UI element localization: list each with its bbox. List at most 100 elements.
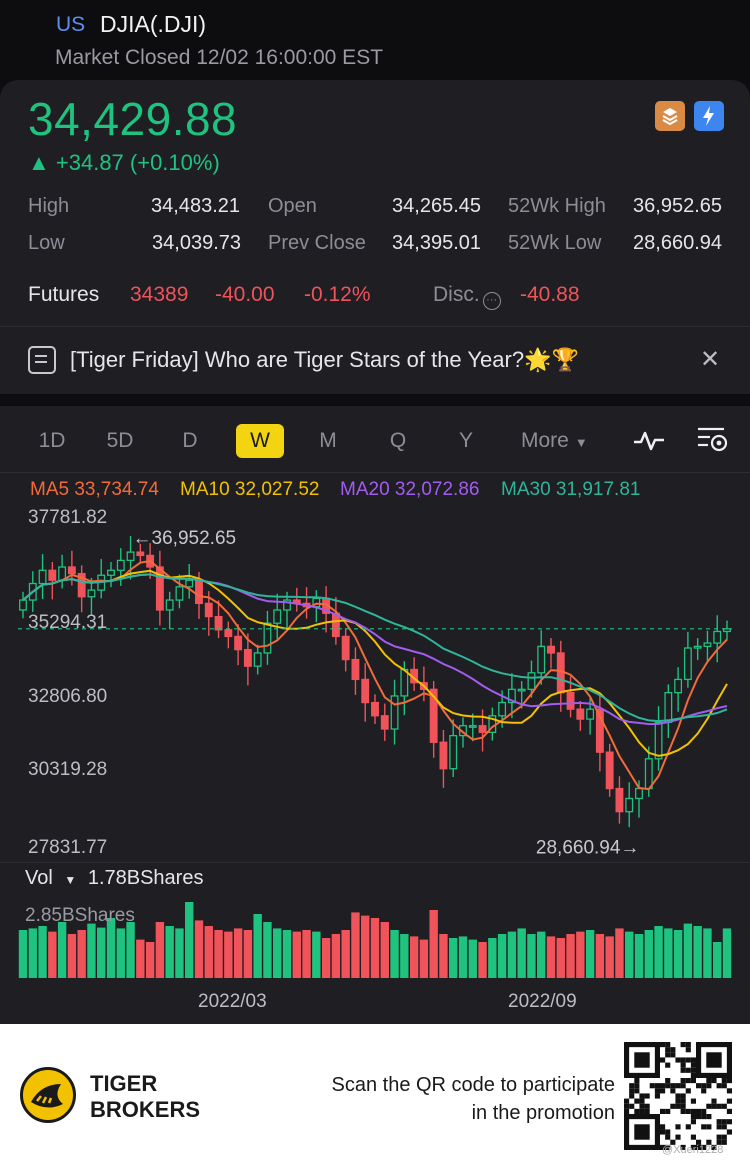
futures-label[interactable]: Futures <box>28 283 100 306</box>
candle <box>48 569 57 581</box>
volume-bar <box>380 922 389 978</box>
tab-w[interactable]: W <box>236 424 284 458</box>
close-icon[interactable]: ✕ <box>700 346 721 373</box>
candle <box>253 652 262 667</box>
ma-line-ma10 <box>22 569 728 757</box>
promo-banner[interactable]: [Tiger Friday] Who are Tiger Stars of th… <box>0 326 750 394</box>
volume-bar <box>644 930 653 978</box>
tab-d[interactable]: D <box>182 429 198 452</box>
candle <box>723 628 731 633</box>
candle <box>204 602 213 618</box>
quote-card <box>0 80 750 326</box>
candle <box>615 787 624 813</box>
volume-selector[interactable]: Vol ▼ 1.78BShares <box>25 867 204 889</box>
banner-text[interactable]: [Tiger Friday] Who are Tiger Stars of th… <box>70 347 579 372</box>
candle <box>380 715 389 730</box>
candle <box>67 566 76 575</box>
market-status: Market Closed 12/02 16:00:00 EST <box>55 46 384 69</box>
chart-settings-icon[interactable] <box>696 425 730 455</box>
promo-text: Scan the QR code to participate in the p… <box>331 1074 616 1124</box>
candle <box>87 589 96 598</box>
indicator-icon[interactable] <box>632 428 666 454</box>
volume-bar <box>253 914 262 978</box>
stat-value-open: 34,265.45 <box>392 195 481 217</box>
info-icon[interactable]: ··· <box>482 292 501 310</box>
disc-label[interactable]: Disc. ··· <box>433 283 501 310</box>
tab-more[interactable]: More ▼ <box>521 429 588 452</box>
candle <box>517 688 526 692</box>
volume-bar <box>605 936 614 978</box>
volume-bar <box>546 936 556 978</box>
candle <box>185 579 194 588</box>
candle <box>234 635 243 651</box>
last-price: 34,429.88 <box>28 93 238 145</box>
volume-bars <box>18 902 732 978</box>
candle <box>683 647 692 681</box>
ma10-label: MA10 32,027.52 <box>180 479 320 500</box>
volume-bar <box>165 926 174 978</box>
candle <box>566 691 575 710</box>
layers-icon[interactable] <box>655 101 685 131</box>
tab-q[interactable]: Q <box>389 429 407 452</box>
volume-bar <box>28 928 37 978</box>
volume-bar <box>233 928 243 978</box>
volume-bar <box>273 928 282 978</box>
volume-bar <box>419 939 429 978</box>
candle <box>116 559 125 571</box>
ma5-label: MA5 33,734.74 <box>30 479 159 500</box>
volume-bar <box>361 915 370 978</box>
volume-bar <box>537 931 546 978</box>
tab-m[interactable]: M <box>319 429 337 452</box>
volume-bar <box>634 934 644 978</box>
volume-bar <box>478 942 487 978</box>
volume-bar <box>664 928 673 978</box>
candle <box>107 569 115 576</box>
volume-bar <box>214 930 223 978</box>
tab-y[interactable]: Y <box>458 429 473 452</box>
volume-chart[interactable] <box>0 898 750 978</box>
candle <box>243 649 252 667</box>
candle <box>19 599 27 611</box>
y-tick-2: 32806.80 <box>28 686 108 707</box>
stat-value-high: 34,483.21 <box>151 195 240 217</box>
candle <box>635 787 643 800</box>
volume-bar <box>312 931 321 978</box>
volume-bar <box>595 934 605 978</box>
caret-down-icon: ▼ <box>574 435 588 450</box>
candle <box>38 569 47 585</box>
volume-bar <box>625 931 634 978</box>
candle <box>195 579 203 605</box>
candle <box>478 725 487 733</box>
candle <box>537 645 546 674</box>
ticker-title[interactable]: DJIA(.DJI) <box>100 11 207 37</box>
candle <box>654 721 663 760</box>
candle <box>595 708 604 753</box>
candle <box>507 688 516 704</box>
volume-bar <box>185 902 194 978</box>
volume-bar <box>38 926 47 978</box>
volume-bar <box>713 942 722 978</box>
volume-bar <box>282 930 292 978</box>
stat-label-high: High <box>28 195 70 217</box>
ma-line-ma5 <box>22 559 728 791</box>
tab-5d[interactable]: 5D <box>106 429 134 452</box>
stat-value-prev-close: 34,395.01 <box>392 232 481 254</box>
tab-1d[interactable]: 1D <box>38 429 66 452</box>
stat-label-52wk-low: 52Wk Low <box>508 232 602 254</box>
lightning-icon[interactable] <box>694 101 724 131</box>
volume-bar <box>351 912 360 978</box>
price-chart[interactable]: ←36,952.65 28,660.94→ <box>0 505 750 865</box>
price-change: ▲ +34.87 (+0.10%) <box>28 150 220 175</box>
candle <box>155 566 164 611</box>
candle <box>224 629 233 638</box>
volume-bar <box>488 938 497 978</box>
stat-value-52wk-high: 36,952.65 <box>633 195 722 217</box>
volume-bar <box>468 939 477 978</box>
volume-bar <box>116 928 125 978</box>
candle <box>175 586 184 601</box>
volume-bar <box>370 918 380 978</box>
candle <box>586 708 595 720</box>
stat-label-low: Low <box>28 232 65 254</box>
candle <box>605 751 614 790</box>
volume-bar <box>48 931 57 978</box>
